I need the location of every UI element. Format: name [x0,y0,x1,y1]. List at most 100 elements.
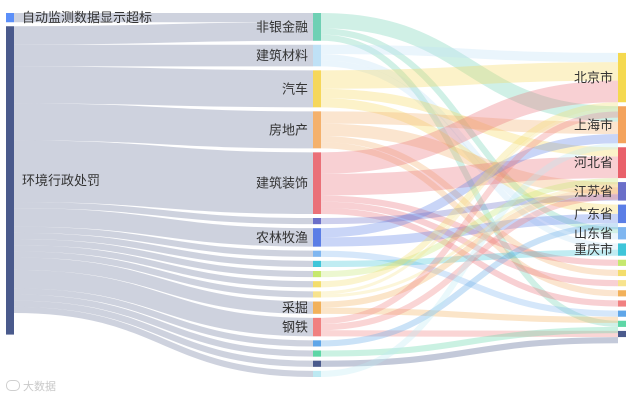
sankey-label-s2: 环境行政处罚 [22,174,100,189]
sankey-node-r3 [618,147,626,179]
sankey-link-m2-r1 [320,44,619,63]
sankey-node-m5 [313,152,321,214]
watermark-logo-icon [6,380,20,391]
sankey-link-m2-r7 [320,60,619,250]
sankey-label-m2: 建筑材料 [256,48,308,64]
sankey-node-m15 [313,340,321,347]
sankey-link-m12-r1 [320,108,619,295]
sankey-label-m1: 非银金融 [256,19,308,35]
sankey-link-m14-r3 [320,193,619,331]
sankey-link-m14-r1 [320,111,619,325]
sankey-link-s2-m18 [13,306,314,378]
sankey-node-r9 [618,269,626,277]
sankey-label-m7: 农林牧渔 [256,231,308,246]
sankey-link-m5-r1 [320,80,619,174]
sankey-link-m4-r9 [320,135,619,277]
sankey-link-s2-m4 [13,103,314,149]
sankey-link-m5-r12 [320,207,619,307]
sankey-label-r5: 广东省 [574,207,613,222]
sankey-node-r4 [618,182,626,201]
sankey-node-m2 [313,44,321,67]
sankey-node-m6 [313,218,321,225]
sankey-node-r5 [618,204,626,224]
sankey-node-r14 [618,320,626,327]
sankey-node-r6 [618,227,626,240]
sankey-link-m15-r5 [320,223,619,347]
sankey-node-m1 [313,13,321,41]
sankey-node-m11 [313,281,321,288]
sankey-link-m1-r2 [320,12,619,122]
sankey-link-s2-m7 [13,208,314,247]
sankey-node-r10 [618,280,626,287]
sankey-link-s2-m10 [13,238,314,278]
sankey-node-m8 [313,250,321,257]
sankey-node-r13 [618,310,626,317]
sankey-node-m14 [313,317,321,337]
sankey-link-m3-r1 [320,62,619,89]
sankey-label-r3: 河北省 [574,156,613,171]
sankey-link-m9-r7 [320,249,619,268]
sankey-label-s1: 自动监测数据显示超标 [22,11,152,26]
sankey-link-m14-r15 [320,330,619,338]
sankey-link-s2-m1 [13,22,314,45]
sankey-node-m3 [313,70,321,108]
sankey-node-m16 [313,350,321,357]
sankey-link-m3-r3 [320,88,619,157]
sankey-label-r2: 上海市 [574,117,613,133]
sankey-link-m3-r5 [320,98,619,214]
sankey-node-r15 [618,330,626,338]
sankey-link-m5-r3 [320,156,619,196]
sankey-link-m13-r13 [320,307,619,323]
sankey-node-m12 [313,291,321,298]
sankey-link-m2-r6 [320,53,619,240]
sankey-link-s2-m14 [13,269,314,337]
sankey-link-m16-r14 [320,326,619,357]
sankey-node-r12 [618,300,626,307]
sankey-node-r1 [618,52,626,103]
sankey-node-m13 [313,301,321,314]
sankey-link-s2-m6 [13,201,314,225]
sankey-label-r7: 重庆市 [574,242,613,258]
sankey-node-r2 [618,106,626,144]
sankey-link-m5-r10 [320,201,619,287]
sankey-link-s2-m11 [13,245,314,288]
sankey-node-s1 [6,13,14,23]
sankey-link-m13-r3 [320,187,619,308]
sankey-link-m8-r13 [320,250,619,317]
sankey-label-m5: 建筑装饰 [256,176,308,192]
sankey-link-m5-r8 [320,195,619,266]
sankey-link-s2-m5 [13,140,314,215]
sankey-link-s2-m8 [13,226,314,257]
sankey-label-m3: 汽车 [282,81,308,97]
sankey-links [13,12,619,378]
sankey-node-m18 [313,370,321,377]
sankey-link-s2-m3 [13,66,314,108]
sankey-link-s2-m13 [13,257,314,314]
sankey-link-s2-m15 [13,288,314,347]
sankey-node-m9 [313,260,321,267]
sankey-node-r11 [618,290,626,297]
sankey-link-m4-r2 [320,111,619,134]
sankey-link-m17-r15 [320,337,619,367]
sankey-label-m14: 钢铁 [282,321,308,336]
sankey-label-r4: 江苏省 [574,184,613,200]
sankey-node-r8 [618,259,626,266]
sankey-nodes [6,13,626,377]
sankey-node-s2 [6,26,14,335]
sankey-node-m10 [313,271,321,278]
sankey-link-m6-r4 [320,194,619,225]
sankey-node-m7 [313,228,321,247]
sankey-link-s2-m9 [13,232,314,268]
sankey-link-m12-r3 [320,184,619,298]
watermark: 大数据 [6,378,56,394]
sankey-link-m1-r14 [320,34,619,327]
sankey-label-r6: 山东省 [574,227,613,242]
sankey-label-m4: 房地产 [269,122,308,138]
sankey-link-m11-r1 [320,102,619,288]
sankey-link-s2-m17 [13,300,314,367]
sankey-label-r1: 北京市 [574,70,613,86]
sankey-link-m4-r11 [320,142,619,297]
sankey-link-m4-r4 [320,123,619,195]
